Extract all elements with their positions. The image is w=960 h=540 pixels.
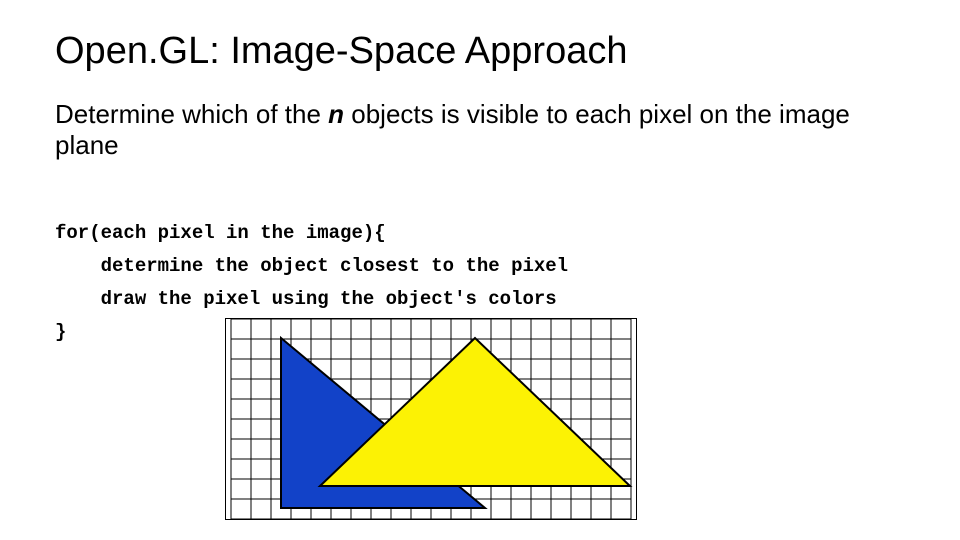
slide-subtitle: Determine which of the n objects is visi… — [55, 99, 905, 161]
slide: Open.GL: Image-Space Approach Determine … — [0, 0, 960, 540]
subtitle-emph: n — [328, 99, 344, 129]
code-line-4: } — [55, 321, 66, 343]
slide-title: Open.GL: Image-Space Approach — [55, 30, 905, 73]
subtitle-pre: Determine which of the — [55, 99, 328, 129]
pixel-grid-diagram — [225, 318, 637, 525]
code-line-2: determine the object closest to the pixe… — [55, 255, 568, 277]
code-line-1: for(each pixel in the image){ — [55, 222, 386, 244]
diagram-svg — [225, 318, 637, 520]
code-line-3: draw the pixel using the object's colors — [55, 288, 557, 310]
